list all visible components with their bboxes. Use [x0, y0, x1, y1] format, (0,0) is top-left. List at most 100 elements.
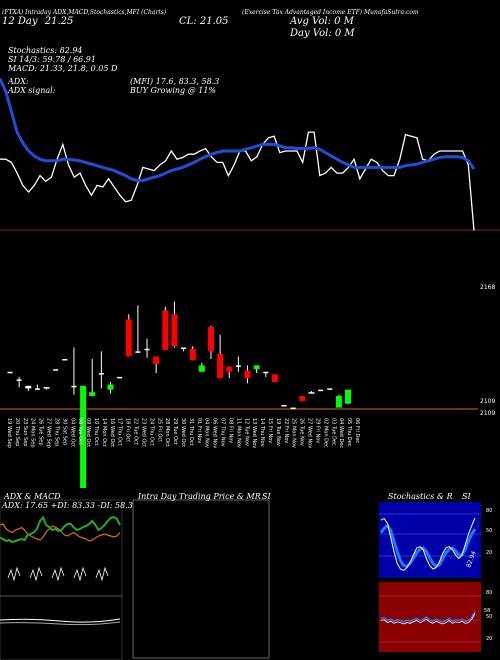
adx-signal-label: ADX signal:: [8, 86, 56, 95]
candle-body-tall: [80, 402, 87, 488]
candle-body: [34, 388, 40, 390]
date-axis-label: 06 Wed Nov: [212, 418, 218, 448]
candle-body: [318, 389, 324, 392]
candle-body: [153, 356, 160, 365]
header-description: (Exercise Tax Advantaged Income ETF) Mun…: [242, 9, 419, 16]
date-axis-label: 13 Wed Nov: [251, 418, 257, 448]
date-axis-label: 14 Thu Nov: [259, 418, 265, 447]
date-axis-label: 09 Wed Oct: [85, 418, 91, 447]
date-axis-label: 08 Fri Nov: [228, 418, 234, 443]
date-axis-label: 30 Wed Oct: [180, 418, 186, 447]
macd-value: MACD: 21.33, 21.8, 0.05 D: [8, 64, 118, 73]
date-axis-label: 10 Thu Oct: [93, 418, 99, 446]
day-price: 21.25: [44, 16, 74, 27]
adx-plus-di-line: [0, 515, 121, 544]
candle-body: [217, 353, 224, 379]
stoch-panel-si: SI: [462, 492, 471, 501]
candle-body: [53, 369, 59, 371]
macd-squiggle: [7, 566, 21, 582]
candle-body: [144, 348, 150, 351]
close-label: CL: 21.05: [179, 16, 229, 27]
date-axis-label: 17 Thu Oct: [117, 418, 123, 446]
adx-values-label: ADX: 17.65 +DI: 83.33 -DI: 58.33: [1, 501, 138, 510]
date-axis-label: 05 Thu Dec: [346, 418, 352, 447]
mfi-panel-bg: [379, 582, 481, 652]
candle-body: [117, 376, 123, 379]
mfi-value: (MFI) 17.6, 83.3, 58.3: [130, 77, 220, 86]
date-axis-label: 04 Mon Nov: [204, 418, 210, 448]
intraday-panel-title: Intra Day Trading Price & MR: [138, 492, 261, 501]
price-axis-label: 2168: [480, 284, 495, 291]
candle-body: [198, 365, 205, 372]
macd-squiggle: [73, 566, 87, 582]
day-vol: Day Vol: 0 M: [290, 28, 355, 39]
date-axis-label: 19 Tue Nov: [275, 418, 281, 446]
date-axis-label: 04 Wed Dec: [338, 418, 344, 448]
candle-body: [290, 407, 296, 410]
date-axis-label: 14 Mon Oct: [101, 418, 107, 447]
candle-body: [308, 392, 315, 394]
date-axis-label: 19 Wed Sep: [6, 418, 12, 448]
stochastics-axis-label: 20: [486, 550, 492, 556]
day-label: 12 Day: [2, 16, 38, 27]
date-axis-label: 29 Tue Oct: [172, 418, 178, 445]
date-axis-label: 26 Tue Nov: [299, 418, 305, 446]
candle-body: [263, 371, 269, 374]
date-axis-label: 25 Fri Oct: [156, 418, 162, 442]
candle-body: [98, 373, 104, 375]
candle-body: [226, 366, 233, 372]
candle-body: [62, 359, 68, 361]
mfi-value-label: 58: [484, 608, 490, 614]
stochastics-axis-label: 50: [486, 528, 492, 534]
candle-body: [253, 365, 260, 370]
date-axis-label: 22 Fri Nov: [283, 418, 289, 443]
date-axis-label: 24 Mon Sep: [30, 418, 36, 448]
date-axis-label: 04 Wed Oct: [69, 418, 75, 447]
candle-body: [171, 314, 178, 347]
candle-body: [327, 388, 333, 390]
candle-body: [43, 387, 50, 389]
macd-signal-line: [0, 621, 121, 626]
header-day-label: 12 Day 21.25: [2, 16, 73, 27]
mfi-signal-line: [380, 613, 476, 625]
date-axis-label: 02 Mon Dec: [322, 418, 328, 448]
date-axis-label: 23 Sun Sep: [22, 418, 28, 446]
price-line: [0, 131, 475, 231]
candle-body: [281, 405, 287, 407]
macd-line: [0, 618, 121, 623]
moving-average-line: [0, 78, 476, 182]
candle-body: [135, 351, 141, 353]
intraday-panel-box: [132, 499, 270, 659]
date-axis-label: 12 Tue Nov: [243, 418, 249, 446]
date-axis-label: 30 Sat Sep: [61, 418, 67, 445]
candle-body: [299, 396, 306, 402]
adx-panel-title: ADX & MACD: [4, 492, 61, 501]
mfi-axis-label: 50: [486, 614, 492, 620]
candle-body: [162, 310, 169, 351]
date-axis-label: 28 Mon Oct: [164, 418, 170, 447]
candle-body: [207, 327, 214, 352]
date-axis-label: 27 Wed Sep: [46, 418, 52, 448]
signal-value: BUY Growing @ 11%: [130, 86, 217, 95]
date-axis-label: 18 Fri Oct: [125, 418, 131, 442]
candle-body: [235, 365, 241, 367]
price-axis-label: 2109: [480, 398, 495, 405]
si-value: SI 14/3: 59.78 / 66.91: [8, 55, 96, 64]
date-axis-label: 07 Thu Nov: [220, 418, 226, 447]
candle-body: [181, 347, 187, 349]
candle-body: [189, 348, 196, 361]
date-axis-label: 08 Tue Oct: [77, 418, 83, 445]
stochastics-slow-line: [379, 523, 477, 568]
mfi-line: [380, 611, 476, 623]
avg-vol: Avg Vol: 0 M: [290, 16, 354, 27]
date-axis-label: 27 Wed Nov: [307, 418, 313, 448]
stochastics-value: Stochastics: 82.94: [8, 46, 83, 55]
stochastics-fast-line: [380, 517, 476, 571]
date-axis-label: 03 Tue Dec: [330, 418, 336, 446]
date-axis-label: 15 Fri Nov: [267, 418, 273, 443]
date-axis-label: 01 Fri Nov: [196, 418, 202, 443]
candle-body: [244, 370, 251, 379]
intraday-panel-si: SI: [262, 492, 271, 501]
macd-squiggle: [51, 566, 65, 582]
